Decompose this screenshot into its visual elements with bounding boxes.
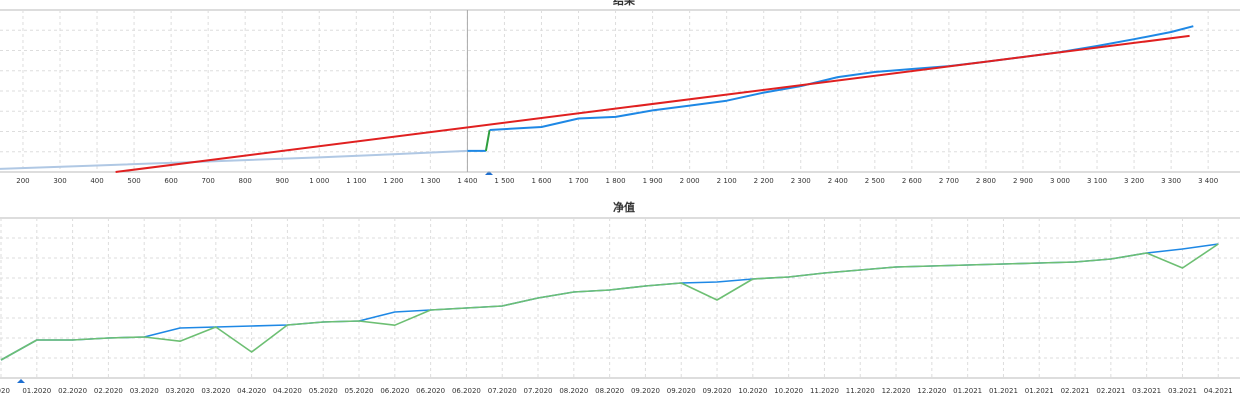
x-tick-label: 2 000 bbox=[680, 177, 700, 185]
x-tick-label: 02.2020 bbox=[58, 387, 87, 395]
x-tick-label: 2 600 bbox=[902, 177, 922, 185]
x-tick-label: 09.2020 bbox=[667, 387, 696, 395]
x-tick-label: 500 bbox=[127, 177, 140, 185]
x-tick-label: 12.2020 bbox=[917, 387, 946, 395]
x-tick-label: 07.2020 bbox=[524, 387, 553, 395]
x-tick-label: 2 800 bbox=[976, 177, 996, 185]
x-tick-label: 2 700 bbox=[939, 177, 959, 185]
x-tick-label: 200 bbox=[16, 177, 29, 185]
chart-title: 净值 bbox=[613, 200, 635, 214]
x-tick-label: 11.2020 bbox=[846, 387, 875, 395]
x-tick-label: 11.2020 bbox=[810, 387, 839, 395]
x-tick-label: 12.2020 bbox=[882, 387, 911, 395]
x-tick-label: 1 000 bbox=[309, 177, 329, 185]
x-tick-label: 01.2021 bbox=[953, 387, 982, 395]
x-tick-label: 02.2020 bbox=[94, 387, 123, 395]
x-tick-label: 800 bbox=[238, 177, 251, 185]
x-tick-label: 1 800 bbox=[606, 177, 626, 185]
x-tick-label: 09.2020 bbox=[703, 387, 732, 395]
x-tick-label: 06.2020 bbox=[380, 387, 409, 395]
x-tick-label: 400 bbox=[90, 177, 103, 185]
x-tick-label: 08.2020 bbox=[559, 387, 588, 395]
x-tick-label: 1 700 bbox=[568, 177, 588, 185]
x-tick-label: 2 900 bbox=[1013, 177, 1033, 185]
x-tick-label: 07.2020 bbox=[488, 387, 517, 395]
series-line bbox=[115, 34, 1190, 173]
x-tick-label: 03.2020 bbox=[130, 387, 159, 395]
x-tick-label: 03.2021 bbox=[1168, 387, 1197, 395]
x-tick-label: 1 300 bbox=[420, 177, 440, 185]
x-tick-label: 09.2020 bbox=[631, 387, 660, 395]
x-tick-label: 01.2021 bbox=[1025, 387, 1054, 395]
x-tick-label: 04.2020 bbox=[273, 387, 302, 395]
x-tick-label: 10.2020 bbox=[774, 387, 803, 395]
x-tick-label: 03.2020 bbox=[201, 387, 230, 395]
x-tick-label: 2 200 bbox=[754, 177, 774, 185]
x-tick-label: 2 300 bbox=[791, 177, 811, 185]
x-tick-label: 06.2020 bbox=[416, 387, 445, 395]
x-tick-label: 04.2020 bbox=[237, 387, 266, 395]
x-tick-label: 05.2020 bbox=[345, 387, 374, 395]
x-tick-label: 2 500 bbox=[865, 177, 885, 185]
x-tick-label: 600 bbox=[164, 177, 177, 185]
x-tick-label: 3 000 bbox=[1050, 177, 1070, 185]
x-tick-label: 02.2021 bbox=[1061, 387, 1090, 395]
x-tick-label: 1 100 bbox=[346, 177, 366, 185]
series-line bbox=[489, 25, 1194, 131]
position-marker bbox=[485, 171, 493, 175]
position-marker bbox=[17, 379, 25, 383]
x-tick-label: 3 400 bbox=[1198, 177, 1218, 185]
x-tick-label: 2 100 bbox=[717, 177, 737, 185]
chart-title: 结果 bbox=[612, 0, 635, 7]
x-tick-label: 2 400 bbox=[828, 177, 848, 185]
x-tick-label: 3 100 bbox=[1087, 177, 1107, 185]
x-tick-label: 1 200 bbox=[383, 177, 403, 185]
x-tick-label: 01.2020 bbox=[22, 387, 51, 395]
x-tick-label: 05.2020 bbox=[309, 387, 338, 395]
x-tick-label: 02.2021 bbox=[1096, 387, 1125, 395]
x-tick-label: 06.2020 bbox=[452, 387, 481, 395]
x-tick-label: 04.2021 bbox=[1204, 387, 1233, 395]
x-tick-label: 700 bbox=[201, 177, 214, 185]
x-tick-label: 3 200 bbox=[1124, 177, 1144, 185]
x-tick-label: 1 900 bbox=[643, 177, 663, 185]
x-tick-label: 03.2021 bbox=[1132, 387, 1161, 395]
x-tick-label: 300 bbox=[53, 177, 66, 185]
x-tick-label: 08.2020 bbox=[595, 387, 624, 395]
series-line bbox=[0, 243, 1219, 361]
series-line bbox=[484, 129, 491, 152]
x-tick-label: 3 300 bbox=[1161, 177, 1181, 185]
x-tick-label: 01.2021 bbox=[989, 387, 1018, 395]
x-tick-label: 1 500 bbox=[494, 177, 514, 185]
x-tick-label: 03.2020 bbox=[166, 387, 195, 395]
x-tick-label: 900 bbox=[276, 177, 289, 185]
x-tick-label: 1 600 bbox=[531, 177, 551, 185]
x-tick-label: 10.2020 bbox=[738, 387, 767, 395]
x-tick-label: 2020 bbox=[0, 387, 10, 395]
series-line bbox=[0, 149, 468, 170]
x-tick-label: 1 400 bbox=[457, 177, 477, 185]
